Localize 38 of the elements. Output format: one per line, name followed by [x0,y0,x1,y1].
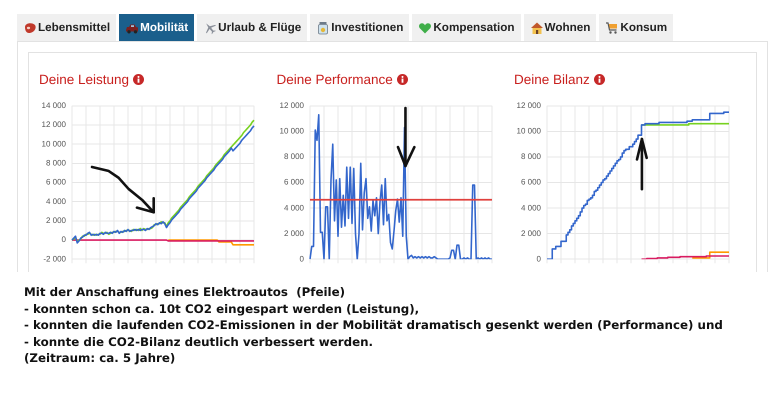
chart-title: Deine Performance [276,72,393,87]
y-tick-label: 4 000 [283,203,304,212]
y-tick-label: 10 000 [516,126,542,136]
text: (Zeitraum: ca. 5 Jahre) [24,350,176,366]
category-label: Mobilität [140,21,188,34]
y-tick-label: 12 000 [42,120,67,130]
category-label: Urlaub & Flüge [218,21,302,34]
y-tick-label: 0 [536,254,542,264]
y-tick-label: 2 000 [520,228,542,238]
y-tick-label: 0 [299,254,304,264]
y-tick-label: 4 000 [46,196,67,206]
y-tick-label: 8 000 [283,152,304,162]
y-tick-label: 6 000 [46,178,67,187]
y-tick-label: 0 [62,235,67,244]
text: - konnte die CO2-Bilanz deutlich verbessert werden. [24,334,374,350]
y-tick-label: 8 000 [46,158,67,168]
text: - konnten schon ca. 10t CO2 eingespart werden (Leistung), [24,300,420,317]
y-tick-label: 6 000 [283,178,304,187]
y-tick-label: 14 000 [42,101,67,110]
y-tick-label: 4 000 [520,203,542,212]
text: Mit der Anschaffung eines Elektroautos (Pfeile) [24,284,346,300]
category-label: Kompensation [433,21,515,34]
category-label: Lebensmittel [38,21,110,34]
y-tick-label: 12 000 [516,101,542,110]
y-tick-label: 10 000 [42,139,67,148]
category-label: Konsum [620,21,668,34]
chart-title: Deine Leistung [39,72,130,87]
chart-title: Deine Bilanz [514,72,590,87]
y-tick-label: 12 000 [279,101,304,110]
y-tick-label: -2 000 [43,254,67,264]
category-label: Investitionen [331,21,404,34]
text: - konnten die laufenden CO2-Emissionen in der Mobilität dramatisch gesenkt werden (Performance) und [24,317,723,334]
y-tick-label: 8 000 [520,152,542,162]
y-tick-label: 2 000 [283,228,304,238]
category-label: Wohnen [544,21,590,34]
y-tick-label: 10 000 [279,126,304,136]
y-tick-label: 2 000 [46,216,67,226]
y-tick-label: 6 000 [520,178,542,187]
